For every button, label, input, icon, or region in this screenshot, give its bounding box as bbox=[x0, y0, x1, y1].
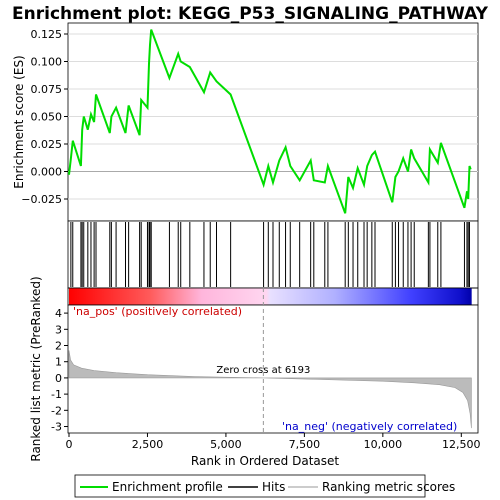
legend-label-enrichment-profile: Enrichment profile bbox=[112, 480, 223, 494]
metric-panel-frame bbox=[67, 304, 479, 434]
metric-y-tick-label: 2 bbox=[55, 340, 62, 353]
metric-y-tick-label: 3 bbox=[55, 323, 62, 336]
rank-color-bar bbox=[69, 288, 472, 305]
negative-correlation-label: 'na_neg' (negatively correlated) bbox=[282, 420, 457, 433]
x-tick-label: 7,500 bbox=[289, 438, 321, 451]
es-y-tick-label: 0.025 bbox=[31, 138, 63, 151]
es-panel: −0.025 0.000 0.025 0.050 0.075 0.100 0.125 Enr… bbox=[12, 22, 479, 222]
enrichment-profile-line bbox=[68, 29, 472, 214]
chart-title: Enrichment plot: KEGG_P53_SIGNALING_PATH… bbox=[12, 4, 489, 24]
x-axis-label: Rank in Ordered Dataset bbox=[191, 454, 339, 468]
metric-y-tick-label: -2 bbox=[51, 404, 62, 417]
es-y-tick-label: 0.075 bbox=[31, 83, 63, 96]
metric-y-tick-label: 1 bbox=[55, 356, 62, 369]
es-y-tick-label: 0.000 bbox=[31, 166, 63, 179]
x-tick-label: 12,500 bbox=[442, 438, 481, 451]
es-y-tick-label: −0.025 bbox=[21, 193, 62, 206]
metric-y-tick-label: 4 bbox=[55, 307, 62, 320]
legend-label-ranking-metric: Ranking metric scores bbox=[322, 480, 455, 494]
x-tick-label: 0 bbox=[66, 438, 73, 451]
legend-frame bbox=[74, 474, 426, 498]
es-y-tick-label: 0.100 bbox=[31, 56, 63, 69]
gradient-bar bbox=[67, 287, 479, 306]
legend: Enrichment profile Hits Ranking metric s… bbox=[74, 474, 455, 498]
es-y-axis-label: Enrichment score (ES) bbox=[12, 55, 26, 188]
x-tick-label: 10,000 bbox=[364, 438, 403, 451]
positive-correlation-label: 'na_pos' (positively correlated) bbox=[73, 305, 242, 318]
es-y-tick-label: 0.050 bbox=[31, 111, 63, 124]
metric-y-tick-label: 0 bbox=[55, 372, 62, 385]
es-y-tick-label: 0.125 bbox=[31, 28, 63, 41]
es-panel-frame bbox=[67, 22, 479, 222]
zero-cross-label: Zero cross at 6193 bbox=[216, 365, 310, 376]
legend-label-hits: Hits bbox=[262, 480, 285, 494]
ranking-metric-area bbox=[68, 350, 472, 429]
metric-y-tick-label: -3 bbox=[51, 421, 62, 434]
x-tick-label: 2,500 bbox=[132, 438, 164, 451]
metric-panel: Zero cross at 6193 'na_pos' (positively … bbox=[29, 276, 481, 468]
metric-y-axis-label: Ranked list metric (PreRanked) bbox=[29, 276, 43, 461]
metric-y-tick-label: -1 bbox=[51, 388, 62, 401]
hits-panel bbox=[67, 220, 479, 289]
x-tick-label: 5,000 bbox=[210, 438, 242, 451]
